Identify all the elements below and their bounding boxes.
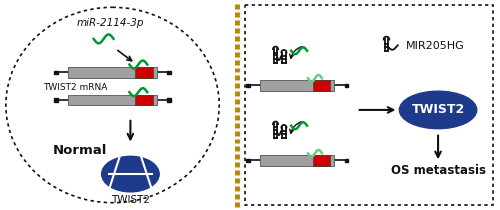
Text: OS metastasis: OS metastasis: [390, 164, 486, 177]
Bar: [54, 71, 58, 74]
Bar: [168, 71, 171, 74]
Text: TWIST2: TWIST2: [111, 195, 150, 205]
Text: miR-2114-3p: miR-2114-3p: [77, 18, 144, 28]
Bar: [68, 67, 157, 78]
Text: TWIST2: TWIST2: [412, 104, 465, 116]
Bar: [260, 155, 334, 166]
Bar: [312, 80, 330, 91]
Bar: [54, 98, 58, 102]
Bar: [344, 84, 348, 87]
Text: MIR205HG: MIR205HG: [406, 41, 465, 51]
Text: Normal: Normal: [53, 144, 108, 158]
Bar: [246, 84, 250, 87]
Ellipse shape: [400, 91, 477, 129]
Ellipse shape: [102, 156, 159, 192]
Bar: [136, 67, 153, 78]
Bar: [344, 159, 348, 162]
Text: TWIST2 mRNA: TWIST2 mRNA: [43, 83, 108, 92]
Bar: [68, 95, 157, 105]
Bar: [136, 95, 153, 105]
Bar: [246, 159, 250, 162]
Bar: [260, 80, 334, 91]
Bar: [168, 98, 171, 102]
Bar: [312, 155, 330, 166]
